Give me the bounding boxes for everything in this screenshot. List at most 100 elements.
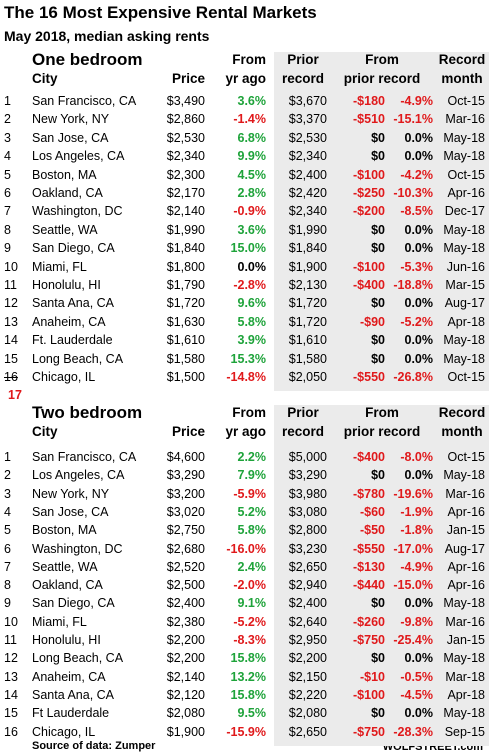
cell: $1,610	[166, 333, 205, 348]
cell: -16.0%	[226, 541, 266, 556]
cell: 6.8%	[237, 130, 267, 145]
rank-correction: 17	[8, 388, 22, 403]
cell: May-18	[443, 468, 485, 483]
cell: 0.0%	[404, 351, 434, 366]
cell: Oct-15	[447, 167, 485, 182]
cell: -$10	[359, 669, 385, 684]
cell: Mar-16	[445, 614, 485, 629]
city: San Diego, CA	[32, 241, 115, 256]
cell: $0	[371, 333, 385, 348]
cell: May-18	[443, 651, 485, 666]
cell: -$400	[353, 450, 385, 464]
cell: -8.5%	[400, 204, 433, 219]
cell: Sep-15	[444, 724, 485, 739]
cell: 9.6%	[237, 296, 267, 311]
city: Chicago, IL	[32, 724, 96, 739]
cell: $1,630	[166, 314, 205, 329]
cell: 15.3%	[230, 351, 266, 366]
column-header: From	[232, 52, 266, 67]
cell: $3,490	[166, 94, 205, 108]
rank: 16	[4, 370, 18, 384]
cell: 4.5%	[237, 167, 267, 182]
column-header: From	[232, 405, 266, 420]
title: The 16 Most Expensive Rental Markets	[4, 3, 317, 22]
cell: Apr-16	[447, 578, 485, 593]
cell: $3,370	[288, 112, 327, 127]
city: San Francisco, CA	[32, 450, 137, 464]
cell: $2,800	[288, 523, 327, 538]
cell: May-18	[443, 333, 485, 348]
cell: 5.8%	[237, 314, 267, 329]
cell: Oct-15	[447, 370, 485, 384]
city: Oakland, CA	[32, 186, 103, 200]
rank: 9	[4, 596, 11, 611]
rank: 7	[4, 204, 11, 219]
city: Honolulu, HI	[32, 278, 101, 292]
cell: -$50	[359, 523, 385, 538]
city: New York, NY	[32, 112, 110, 127]
cell: $1,720	[288, 296, 327, 311]
rank: 14	[4, 687, 18, 702]
city: San Diego, CA	[32, 596, 115, 611]
column-header: From	[365, 405, 399, 420]
rank: 3	[4, 486, 11, 501]
cell: Mar-18	[445, 669, 485, 684]
cell: -$130	[353, 559, 385, 574]
cell: -$180	[353, 94, 385, 108]
cell: -5.3%	[400, 259, 433, 274]
cell: -$780	[353, 486, 385, 501]
column-header: yr ago	[225, 71, 266, 86]
cell: -28.3%	[393, 724, 433, 739]
cell: -15.0%	[393, 578, 433, 593]
cell: 0.0%	[404, 596, 434, 611]
cell: May-18	[443, 222, 485, 237]
city: Chicago, IL	[32, 370, 96, 384]
cell: $2,300	[166, 167, 205, 182]
cell: Oct-15	[447, 450, 485, 464]
cell: $1,500	[166, 370, 205, 384]
rank: 6	[4, 541, 11, 556]
cell: $2,520	[166, 559, 205, 574]
cell: $2,640	[288, 614, 327, 629]
cell: 0.0%	[404, 149, 434, 164]
cell: $2,500	[166, 578, 205, 593]
rank: 12	[4, 651, 18, 666]
cell: 0.0%	[404, 651, 434, 666]
column-header: prior record	[343, 424, 421, 439]
cell: 2.2%	[237, 450, 267, 464]
rank: 4	[4, 149, 11, 164]
cell: $1,610	[288, 333, 327, 348]
cell: 15.8%	[230, 651, 266, 666]
section-title: One bedroom	[32, 50, 143, 69]
cell: $2,140	[166, 204, 205, 219]
column-header: month	[441, 424, 483, 439]
rank: 12	[4, 296, 18, 311]
city: San Francisco, CA	[32, 94, 137, 108]
rank: 14	[4, 333, 18, 348]
rank: 10	[4, 614, 18, 629]
column-header: City	[32, 71, 58, 86]
cell: $2,400	[166, 596, 205, 611]
cell: $3,290	[288, 468, 327, 483]
cell: $2,650	[288, 559, 327, 574]
cell: Apr-18	[447, 687, 485, 702]
cell: $1,580	[288, 351, 327, 366]
rank: 7	[4, 559, 11, 574]
cell: -5.2%	[400, 314, 433, 329]
cell: $1,900	[288, 259, 327, 274]
cell: Aug-17	[444, 541, 485, 556]
cell: 0.0%	[404, 222, 434, 237]
cell: 9.9%	[237, 149, 267, 164]
cell: 3.6%	[237, 222, 267, 237]
cell: $0	[371, 651, 385, 666]
cell: $2,200	[166, 651, 205, 666]
cell: $0	[371, 130, 385, 145]
cell: $4,600	[166, 450, 205, 464]
column-header: Record	[438, 405, 486, 420]
cell: -8.3%	[233, 633, 266, 647]
cell: 15.8%	[230, 687, 266, 702]
cell: May-18	[443, 241, 485, 256]
column-header: prior record	[343, 71, 421, 86]
rank: 13	[4, 314, 18, 329]
